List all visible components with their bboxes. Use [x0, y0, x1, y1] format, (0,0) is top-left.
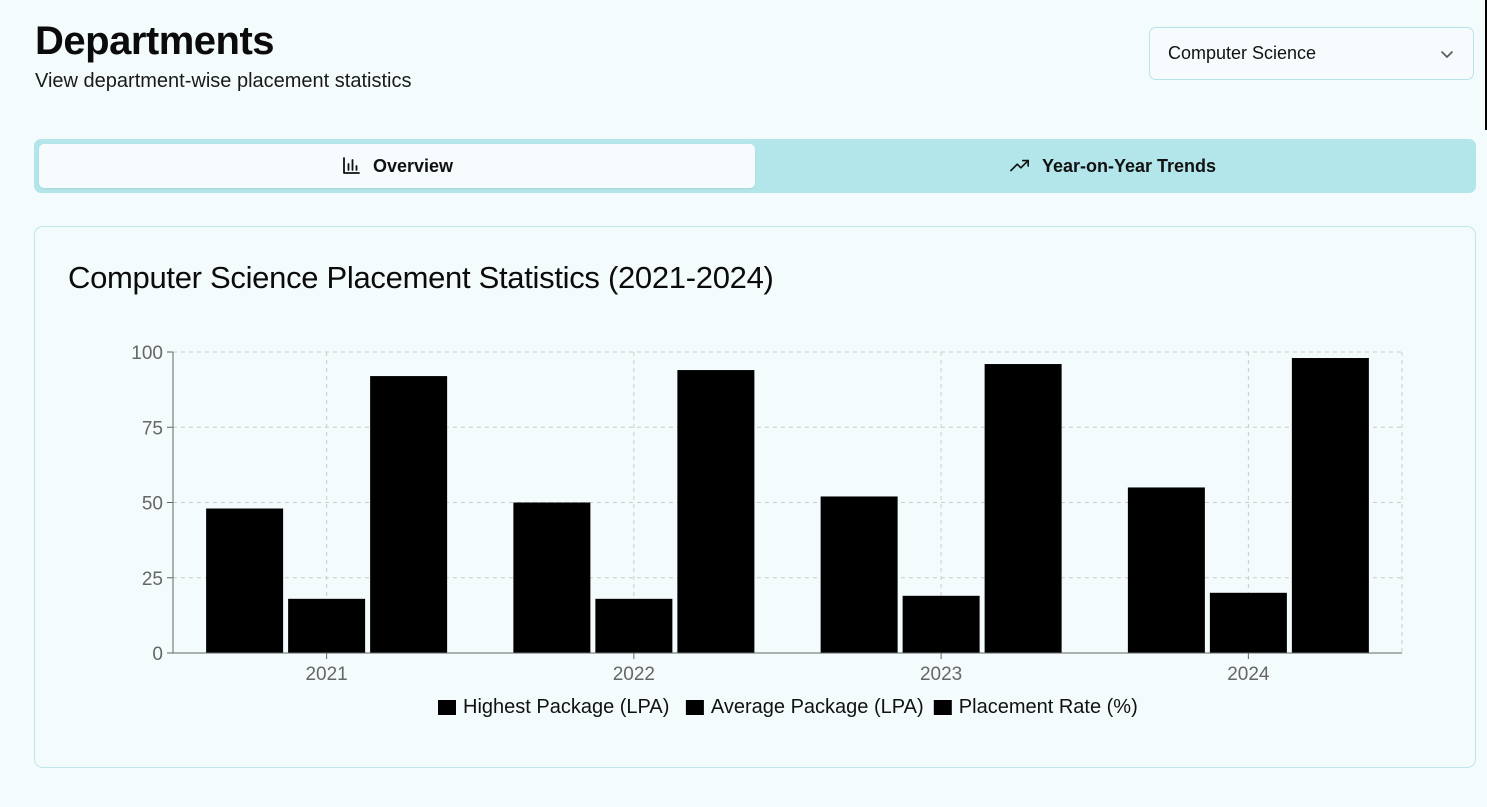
y-tick-label: 0: [152, 644, 163, 665]
tab-list: Overview Year-on-Year Trends: [34, 139, 1476, 193]
department-select-value: Computer Science: [1168, 43, 1317, 63]
bar-2022-2: [595, 598, 673, 653]
y-tick-label: 75: [142, 418, 163, 439]
bar-2024-1: [1127, 487, 1205, 653]
placement-bar-chart: 0 25 50 75 100 2021 2022 2023 2024 Highest Packag…: [131, 343, 1403, 718]
bar-2021-3: [370, 376, 448, 653]
tab-overview-label: Overview: [372, 155, 454, 176]
bar-2022-3: [677, 370, 755, 653]
legend-swatch: [933, 700, 952, 715]
legend-label: Placement Rate (%): [959, 696, 1138, 718]
bar-2024-2: [1209, 592, 1287, 653]
bar-2021-1: [206, 508, 284, 653]
bar-2023-1: [820, 496, 898, 653]
bar-2022-1: [513, 502, 591, 653]
x-tick-label: 2022: [613, 664, 655, 685]
legend-swatch: [438, 700, 456, 715]
bar-2024-3: [1291, 358, 1369, 653]
x-tick-label: 2023: [920, 664, 962, 685]
department-select[interactable]: Computer Science: [1149, 27, 1474, 80]
legend-swatch: [685, 700, 704, 715]
window-edge: [1485, 0, 1487, 130]
statistics-card: Computer Science Placement Statistics (2…: [34, 226, 1476, 768]
bar-2021-2: [288, 598, 366, 653]
legend-label: Highest Package (LPA): [463, 696, 669, 718]
x-tick-label: 2021: [305, 664, 347, 685]
y-tick-label: 50: [142, 494, 163, 515]
y-tick-label: 100: [131, 343, 163, 364]
bar-2023-3: [984, 364, 1062, 653]
tab-trends-label: Year-on-Year Trends: [1041, 155, 1217, 176]
y-tick-label: 25: [142, 569, 163, 590]
bar-2023-2: [902, 595, 980, 653]
tab-overview[interactable]: Overview: [39, 144, 755, 188]
bar-chart-icon: [341, 156, 361, 176]
x-tick-label: 2024: [1227, 664, 1270, 685]
tab-year-on-year-trends[interactable]: Year-on-Year Trends: [755, 144, 1471, 188]
chevron-down-icon: [1439, 46, 1455, 62]
page-title: Departments: [35, 19, 275, 63]
page-subtitle: View department-wise placement statistic…: [35, 70, 412, 92]
trending-up-icon: [1010, 156, 1030, 176]
chart-title: Computer Science Placement Statistics (2…: [68, 260, 774, 295]
legend-label: Average Package (LPA): [711, 696, 924, 718]
